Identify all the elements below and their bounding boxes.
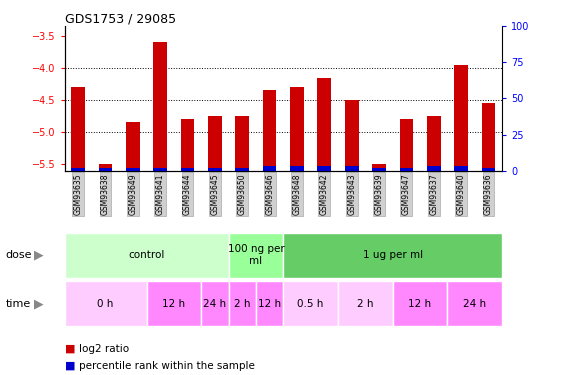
Bar — [481, 168, 495, 171]
Text: 12 h: 12 h — [258, 299, 281, 309]
Bar — [318, 78, 331, 171]
Bar — [481, 103, 495, 171]
Text: percentile rank within the sample: percentile rank within the sample — [79, 361, 255, 370]
Text: ■: ■ — [65, 361, 75, 370]
Bar — [201, 281, 229, 326]
Text: control: control — [128, 250, 165, 260]
Bar — [208, 168, 222, 171]
Bar — [126, 123, 140, 171]
Bar — [338, 281, 393, 326]
Text: dose: dose — [6, 250, 32, 260]
Text: 2 h: 2 h — [357, 299, 374, 309]
Bar — [256, 281, 283, 326]
Bar — [427, 116, 440, 171]
Bar — [399, 119, 413, 171]
Bar — [236, 116, 249, 171]
Text: GDS1753 / 29085: GDS1753 / 29085 — [65, 12, 176, 25]
Bar — [146, 281, 201, 326]
Bar — [448, 281, 502, 326]
Bar — [236, 168, 249, 171]
Text: 2 h: 2 h — [234, 299, 251, 309]
Text: log2 ratio: log2 ratio — [79, 344, 128, 354]
Text: 12 h: 12 h — [408, 299, 431, 309]
Bar — [263, 166, 277, 171]
Text: 0.5 h: 0.5 h — [297, 299, 324, 309]
Bar — [393, 281, 448, 326]
Bar — [181, 119, 195, 171]
Bar — [454, 65, 468, 171]
Text: ■: ■ — [65, 344, 75, 354]
Bar — [318, 166, 331, 171]
Bar — [263, 90, 277, 171]
Bar — [99, 168, 112, 171]
Bar — [208, 116, 222, 171]
Text: ▶: ▶ — [34, 249, 43, 261]
Text: 24 h: 24 h — [204, 299, 227, 309]
Bar — [372, 168, 386, 171]
Text: ▶: ▶ — [34, 297, 43, 310]
Bar — [372, 164, 386, 171]
Bar — [65, 232, 229, 278]
Text: 0 h: 0 h — [98, 299, 114, 309]
Text: 24 h: 24 h — [463, 299, 486, 309]
Text: 12 h: 12 h — [162, 299, 186, 309]
Text: 100 ng per
ml: 100 ng per ml — [228, 244, 284, 266]
Bar — [283, 281, 338, 326]
Bar — [454, 166, 468, 171]
Bar — [427, 166, 440, 171]
Bar — [65, 281, 146, 326]
Bar — [345, 166, 358, 171]
Bar — [399, 168, 413, 171]
Bar — [229, 232, 283, 278]
Bar — [181, 168, 195, 171]
Text: 1 ug per ml: 1 ug per ml — [362, 250, 423, 260]
Bar — [126, 168, 140, 171]
Bar — [71, 87, 85, 171]
Bar — [283, 232, 502, 278]
Bar — [71, 168, 85, 171]
Bar — [153, 168, 167, 171]
Text: time: time — [6, 299, 31, 309]
Bar — [290, 166, 304, 171]
Bar — [290, 87, 304, 171]
Bar — [99, 164, 112, 171]
Bar — [345, 100, 358, 171]
Bar — [229, 281, 256, 326]
Bar — [153, 42, 167, 171]
